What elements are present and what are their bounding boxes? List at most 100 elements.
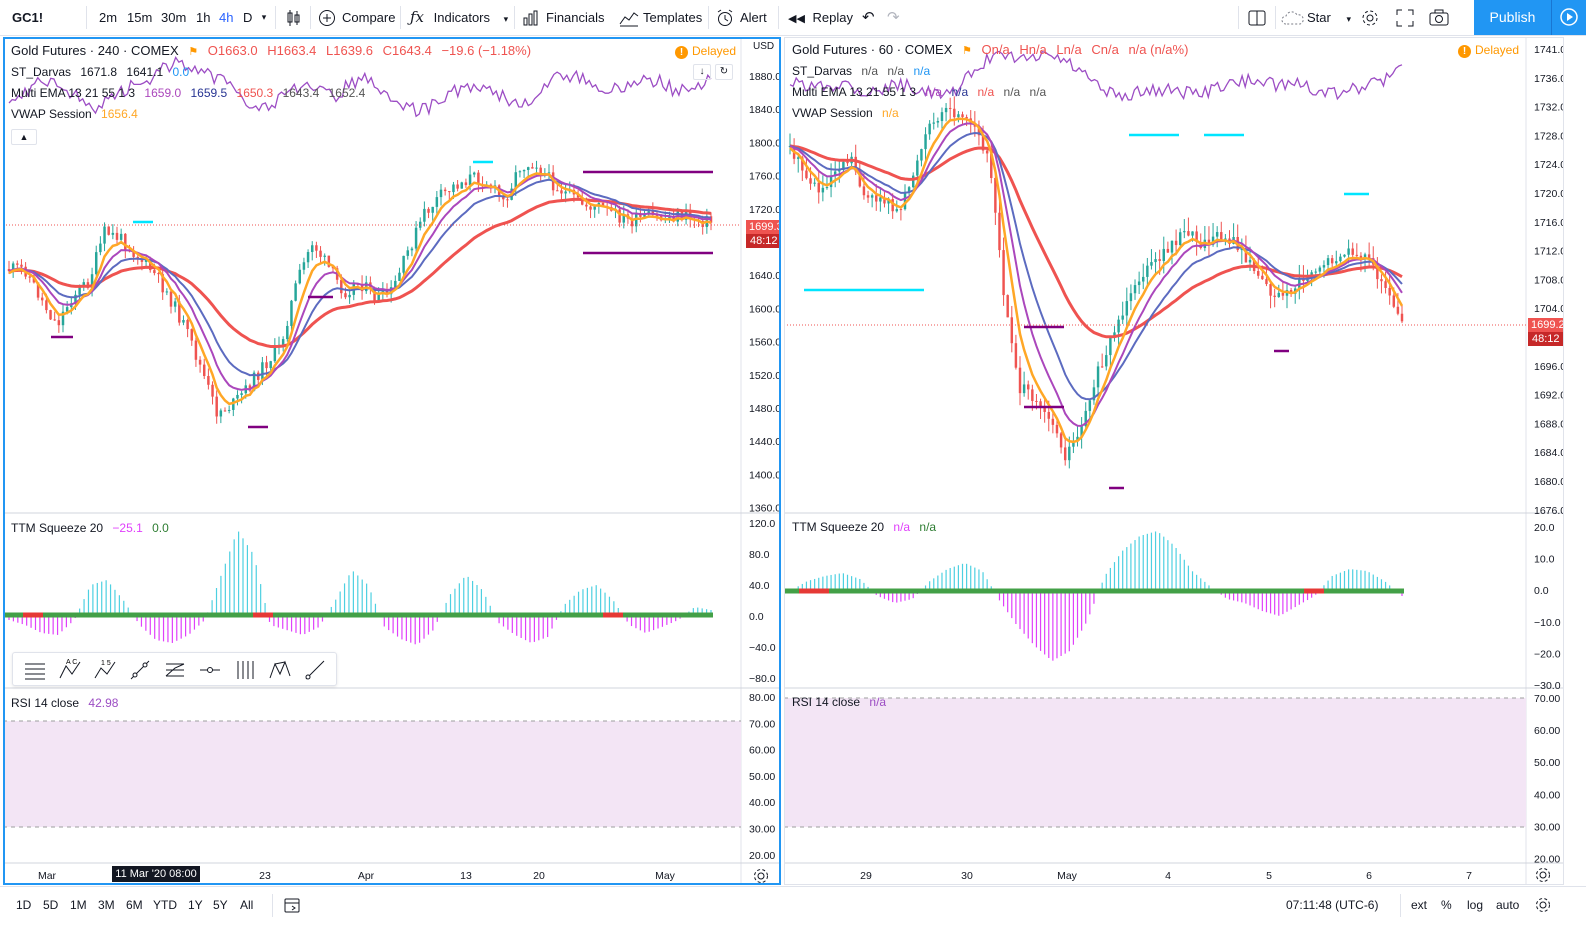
range-3m[interactable]: 3M	[98, 887, 115, 923]
financials-button[interactable]: Financials	[522, 0, 605, 35]
settings-button[interactable]	[1361, 0, 1381, 35]
range-ytd[interactable]: YTD	[153, 887, 177, 923]
flag-icon[interactable]: ⚑	[188, 46, 198, 58]
scroll-down-icon[interactable]: ↓	[693, 64, 711, 80]
redo-icon[interactable]: ↷	[887, 0, 900, 35]
left-legend-ema[interactable]: Multi EMA 13 21 55 1 3 1659.0 1659.5 165…	[11, 86, 371, 100]
crosshair-time-label: 11 Mar '20 08:00	[112, 866, 200, 882]
fullscreen-button[interactable]	[1396, 0, 1416, 35]
alert-button[interactable]: Alert	[716, 0, 767, 35]
time-tick-label: Apr	[358, 870, 375, 882]
candle-body	[1163, 249, 1165, 261]
collapse-legend-button[interactable]: ▲	[11, 129, 37, 145]
clock-time[interactable]: 07:11:48 (UTC-6)	[1286, 887, 1378, 923]
range-5y[interactable]: 5Y	[213, 887, 228, 923]
interval-15m[interactable]: 15m	[127, 0, 152, 35]
vertical-lines-icon[interactable]	[233, 658, 257, 682]
right-chart-canvas[interactable]: 1741.0 1736.0 1732.0 1728.0 1724.0 1720.0 1716…	[784, 37, 1564, 885]
right-legend-darvas[interactable]: ST_Darvas n/a n/a n/a	[792, 64, 936, 78]
toggle-auto[interactable]: auto	[1496, 887, 1519, 923]
candle-body	[527, 167, 529, 170]
left-axis-settings-icon[interactable]	[752, 867, 770, 885]
candle-body	[265, 362, 267, 368]
price-tick-label: 1800.0	[749, 137, 781, 149]
right-legend-vwap[interactable]: VWAP Session n/a	[792, 106, 905, 120]
replay-button[interactable]: ◀◀ Replay	[788, 0, 853, 35]
right-legend-ema[interactable]: Multi EMA 13 21 55 1 3 n/a n/a n/a n/a n…	[792, 85, 1052, 99]
range-all[interactable]: All	[240, 887, 253, 923]
squeeze-tick-label: 120.0	[749, 518, 775, 530]
abcd-pattern-icon[interactable]: A C	[58, 658, 82, 682]
left-chart-canvas[interactable]: 1880.01840.01800.01760.01720.01680.01640…	[3, 37, 781, 885]
left-open: O1663.0	[208, 43, 258, 58]
toggle-ext[interactable]: ext	[1411, 887, 1427, 923]
interval-d[interactable]: D	[243, 0, 252, 35]
price-tick-label: 1520.0	[749, 370, 781, 382]
left-delayed-badge[interactable]: ! Delayed	[675, 44, 736, 59]
right-change: n/a (n/a%)	[1128, 42, 1188, 57]
interval-4h[interactable]: 4h	[219, 0, 233, 35]
lines-tool-icon[interactable]	[23, 658, 47, 682]
elliott-wave-icon[interactable]: 1 5	[93, 658, 117, 682]
chart-pane-right[interactable]: 1741.0 1736.0 1732.0 1728.0 1724.0 1720.0 1716…	[784, 37, 1564, 885]
price-tick-label: 1360.0	[749, 503, 781, 515]
candle-body	[506, 199, 508, 200]
interval-30m[interactable]: 30m	[161, 0, 186, 35]
candle-body	[1068, 447, 1070, 460]
candle-body	[348, 295, 350, 297]
layout-button[interactable]	[1248, 0, 1268, 35]
publish-button[interactable]: Publish	[1474, 0, 1551, 35]
right-squeeze-legend[interactable]: TTM Squeeze 20 n/a n/a	[792, 520, 942, 534]
candle-body	[1130, 293, 1132, 301]
price-tick-label: 1480.0	[749, 403, 781, 415]
left-legend-darvas[interactable]: ST_Darvas 1671.8 1641.1 0.0	[11, 65, 195, 79]
candle-body	[1323, 265, 1325, 267]
interval-2m[interactable]: 2m	[99, 0, 117, 35]
reset-icon[interactable]: ↻	[715, 64, 733, 80]
right-rsi-legend[interactable]: RSI 14 close n/a	[792, 695, 892, 709]
rsi-tick-label: 70.00	[1534, 693, 1560, 705]
toggle-log[interactable]: log	[1467, 887, 1483, 923]
chart-type-button[interactable]	[284, 0, 304, 35]
left-rsi-legend[interactable]: RSI 14 close 42.98	[11, 696, 124, 710]
toggle-percent[interactable]: %	[1441, 887, 1452, 923]
price-tick-label: 1692.0	[1534, 390, 1564, 402]
candle-body	[953, 109, 955, 117]
ray-icon[interactable]	[303, 658, 327, 682]
price-tick-label: 1720.0	[1534, 188, 1564, 200]
left-legend-vwap[interactable]: VWAP Session 1656.4	[11, 107, 144, 121]
left-squeeze-legend[interactable]: TTM Squeeze 20 −25.1 0.0	[11, 521, 175, 535]
trend-line-icon[interactable]	[128, 658, 152, 682]
templates-button[interactable]: Templates	[619, 0, 702, 35]
candle-body	[539, 168, 541, 174]
bottom-settings-icon[interactable]	[1534, 896, 1552, 914]
ema-value-2: n/a	[951, 85, 968, 99]
range-1y[interactable]: 1Y	[188, 887, 203, 923]
indicators-button[interactable]: ƒx Indicators ▾	[410, 0, 508, 35]
flag-icon[interactable]: ⚑	[962, 45, 972, 57]
fib-channel-icon[interactable]	[163, 658, 187, 682]
snapshot-button[interactable]	[1429, 0, 1451, 35]
layout-name-button[interactable]: Star ▾	[1281, 0, 1351, 35]
goto-date-icon[interactable]	[283, 896, 301, 914]
play-button[interactable]	[1551, 0, 1586, 35]
range-5d[interactable]: 5D	[43, 887, 58, 923]
range-6m[interactable]: 6M	[126, 887, 143, 923]
undo-icon[interactable]: ↶	[862, 0, 875, 35]
chart-pane-left[interactable]: 1880.01840.01800.01760.01720.01680.01640…	[3, 37, 781, 885]
range-1d[interactable]: 1D	[16, 887, 31, 923]
pattern-tool-icon[interactable]	[268, 658, 292, 682]
horizontal-ray-icon[interactable]	[198, 658, 222, 682]
squeeze-tick-label: 80.0	[749, 549, 770, 561]
interval-chevron-icon[interactable]: ▾	[257, 0, 271, 35]
candle-body	[411, 249, 413, 251]
symbol-search[interactable]: GC1!	[12, 0, 43, 35]
price-tick-label: 1716.0	[1534, 217, 1564, 229]
right-axis-settings-icon[interactable]	[1534, 866, 1552, 884]
compare-button[interactable]: Compare	[318, 0, 395, 35]
range-1m[interactable]: 1M	[70, 887, 87, 923]
interval-1h[interactable]: 1h	[196, 0, 210, 35]
ema-55-line	[790, 146, 1402, 337]
candle-body	[875, 195, 877, 201]
right-delayed-badge[interactable]: ! Delayed	[1458, 43, 1519, 58]
